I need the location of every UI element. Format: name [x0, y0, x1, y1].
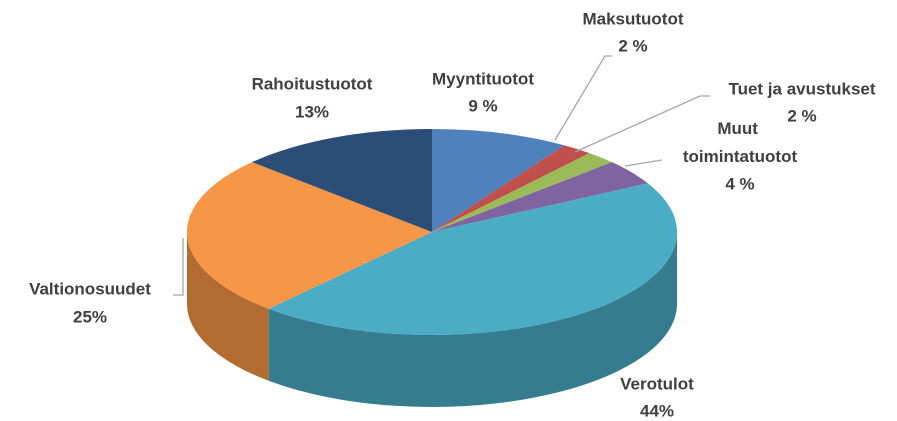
label-line: Muut	[717, 119, 762, 138]
leader-line	[554, 55, 612, 141]
pie-slice	[252, 129, 432, 232]
category-label: Verotulot	[620, 374, 694, 393]
category-label: Valtionosuudet	[29, 279, 151, 298]
pie-slice	[432, 129, 565, 232]
leader-line	[173, 238, 184, 296]
value-label: 44%	[640, 401, 674, 420]
pie-slice	[432, 162, 648, 232]
value-label: 9 %	[468, 96, 497, 115]
pie-side	[187, 232, 269, 381]
label-line: toimintatuotot	[683, 147, 798, 166]
category-label: Maksutuotot	[582, 9, 683, 28]
pie-slice	[186, 162, 432, 309]
category-label: Rahoitustuotot	[252, 74, 373, 93]
category-label: Muut toimintatuotot	[683, 119, 798, 166]
category-label: Myyntituotot	[432, 69, 534, 88]
leader-line	[624, 159, 663, 167]
pie-slice	[432, 145, 590, 232]
category-label: Tuet ja avustukset	[728, 79, 875, 98]
pie-slice	[432, 153, 612, 232]
pie-side	[268, 232, 677, 407]
value-label: 13%	[295, 102, 329, 121]
value-label: 2 %	[787, 106, 816, 125]
pie-slice	[268, 183, 677, 335]
value-label: 25%	[73, 307, 107, 326]
value-label: 2 %	[618, 36, 647, 55]
leader-line	[574, 95, 710, 153]
value-label: 4 %	[725, 174, 754, 193]
